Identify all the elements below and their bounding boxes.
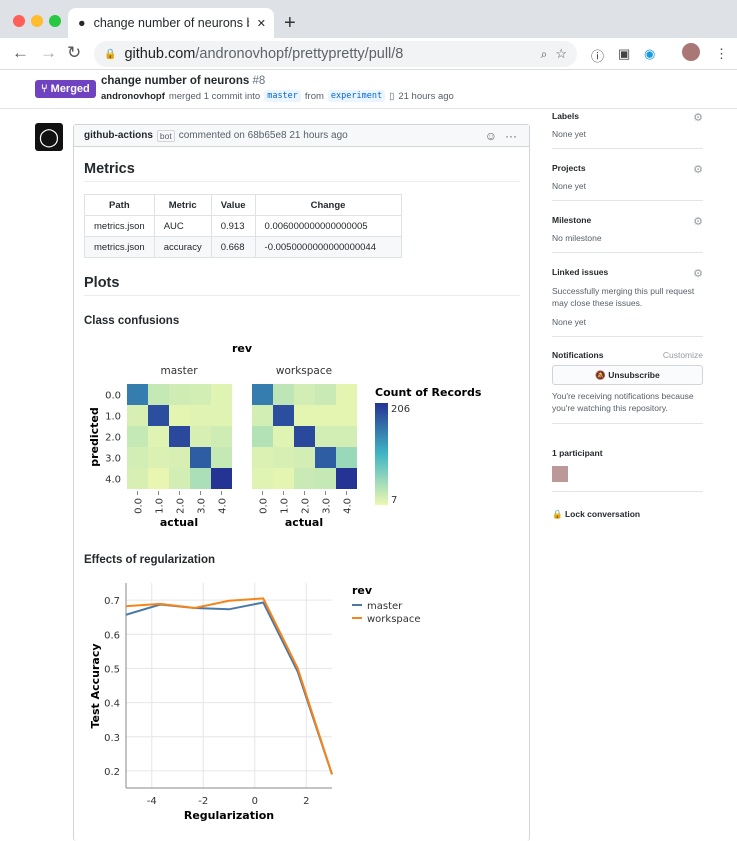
- comment-header: github-actions bot commented on 68b65e8 …: [74, 125, 529, 147]
- tab-title: change number of neurons by a: [93, 16, 249, 30]
- lock-icon: 🔒: [552, 509, 563, 519]
- table-row: metrics.json accuracy 0.668 -0.005000000000…: [84, 236, 402, 258]
- extension-eye-icon[interactable]: ◉: [644, 46, 656, 61]
- close-window-button[interactable]: [13, 15, 25, 27]
- pr-header: ⑂ Merged change number of neurons #8 and…: [0, 70, 737, 109]
- base-branch[interactable]: master: [264, 90, 301, 102]
- pr-meta: andronovhopf merged 1 commit into master…: [101, 90, 454, 102]
- confusion-heading: Class confusions: [84, 315, 180, 327]
- browser-tab[interactable]: ● change number of neurons by a ✕: [68, 8, 274, 38]
- comment-author[interactable]: github-actions: [84, 130, 153, 141]
- comment-meta: commented on 68b65e8 21 hours ago: [178, 130, 348, 141]
- extension-w-icon[interactable]: ▣: [618, 46, 631, 61]
- zoom-icon[interactable]: ⌕: [540, 46, 548, 61]
- gear-icon[interactable]: ⚙: [693, 216, 703, 228]
- bot-badge: bot: [156, 129, 175, 142]
- sidebar-participants: 1 participant: [552, 448, 703, 492]
- profile-avatar[interactable]: [682, 43, 700, 61]
- customize-link[interactable]: Customize: [662, 350, 703, 360]
- gear-icon[interactable]: ⚙: [693, 268, 703, 280]
- plots-heading: Plots: [84, 275, 520, 296]
- participant-avatar[interactable]: [552, 466, 568, 482]
- table-row: metrics.json AUC 0.913 0.006000000000000005: [84, 215, 402, 237]
- extension-info-icon[interactable]: ⓘ: [591, 49, 605, 64]
- comment: github-actions bot commented on 68b65e8 …: [73, 124, 530, 841]
- regularization-heading: Effects of regularization: [84, 554, 215, 566]
- close-tab-icon[interactable]: ✕: [256, 17, 266, 30]
- sidebar-projects: Projects ⚙ None yet: [552, 163, 703, 201]
- gear-icon[interactable]: ⚙: [693, 112, 703, 124]
- sidebar-milestone: Milestone ⚙ No milestone: [552, 215, 703, 253]
- pr-title: change number of neurons #8: [101, 75, 266, 87]
- lock-icon: 🔒: [104, 48, 117, 60]
- forward-icon[interactable]: →: [40, 43, 57, 62]
- bell-slash-icon: 🔕: [595, 370, 606, 380]
- metrics-table: Path Metric Value Change metrics.json AUC 0.9…: [84, 194, 402, 258]
- emoji-reaction-icon[interactable]: ☺: [484, 128, 497, 143]
- new-tab-button[interactable]: +: [284, 12, 296, 34]
- github-actions-avatar[interactable]: ◯: [35, 123, 63, 151]
- maximize-window-button[interactable]: [49, 15, 61, 27]
- reload-icon[interactable]: ↻: [67, 43, 82, 62]
- head-branch[interactable]: experiment: [327, 90, 386, 102]
- copy-icon[interactable]: ▯: [389, 90, 395, 102]
- github-icon: ●: [78, 16, 86, 30]
- star-icon[interactable]: ☆: [555, 46, 567, 61]
- more-options-icon[interactable]: ···: [505, 128, 517, 143]
- browser-toolbar: ← → ↻ 🔒 github.com/andronovhopf/prettypr…: [0, 38, 737, 70]
- url-path: /andronovhopf/prettypretty/pull/8: [195, 46, 404, 62]
- metrics-heading: Metrics: [84, 161, 520, 182]
- minimize-window-button[interactable]: [31, 15, 43, 27]
- menu-icon[interactable]: ⋮: [715, 46, 728, 61]
- url-host: github.com: [124, 46, 196, 62]
- sidebar-linked-issues: Linked issues ⚙ Successfully merging this …: [552, 267, 703, 337]
- back-icon[interactable]: ←: [12, 43, 29, 62]
- author-link[interactable]: andronovhopf: [101, 90, 165, 102]
- unsubscribe-button[interactable]: 🔕 Unsubscribe: [552, 365, 703, 385]
- sidebar-notifications: Notifications Customize 🔕 Unsubscribe You…: [552, 350, 703, 424]
- sidebar-labels: Labels ⚙ None yet: [552, 111, 703, 149]
- gear-icon[interactable]: ⚙: [693, 164, 703, 176]
- address-bar[interactable]: 🔒 github.com/andronovhopf/prettypretty/p…: [94, 41, 577, 67]
- merged-badge: ⑂ Merged: [35, 80, 96, 98]
- lock-conversation-link[interactable]: 🔒 Lock conversation: [552, 509, 641, 519]
